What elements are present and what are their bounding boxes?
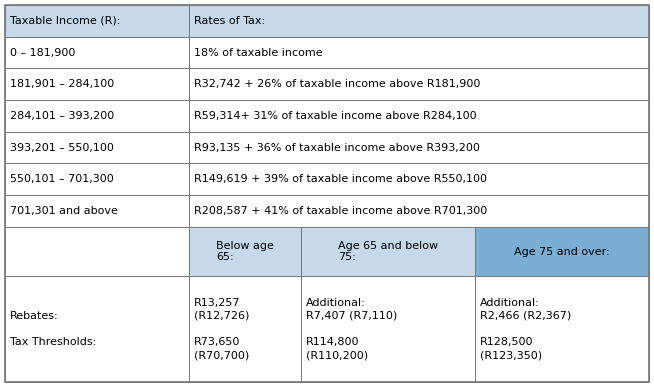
Text: R32,742 + 26% of taxable income above R181,900: R32,742 + 26% of taxable income above R1… (194, 79, 480, 89)
Bar (188, 5, 649, 37)
Text: R59,314+ 31% of taxable income above R284,100: R59,314+ 31% of taxable income above R28… (194, 111, 476, 121)
Text: 284,101 – 393,200: 284,101 – 393,200 (10, 111, 114, 121)
Text: R93,135 + 36% of taxable income above R393,200: R93,135 + 36% of taxable income above R3… (194, 142, 479, 152)
Bar (188, 163, 649, 195)
Text: 550,101 – 701,300: 550,101 – 701,300 (10, 174, 114, 184)
Text: R149,619 + 39% of taxable income above R550,100: R149,619 + 39% of taxable income above R… (194, 174, 487, 184)
Bar (5, 100, 188, 132)
Text: R13,257
(R12,726)

R73,650
(R70,700): R13,257 (R12,726) R73,650 (R70,700) (194, 298, 249, 361)
Text: Rates of Tax:: Rates of Tax: (194, 16, 265, 26)
Bar (188, 132, 649, 163)
Text: 701,301 and above: 701,301 and above (10, 206, 118, 216)
Bar (5, 37, 188, 68)
Bar (188, 276, 301, 382)
Text: R208,587 + 41% of taxable income above R701,300: R208,587 + 41% of taxable income above R… (194, 206, 487, 216)
Bar (188, 100, 649, 132)
Bar (5, 227, 188, 276)
Bar (188, 37, 649, 68)
Bar (5, 276, 188, 382)
Bar (188, 227, 301, 276)
Bar (188, 68, 649, 100)
Bar (5, 163, 188, 195)
Bar (301, 276, 475, 382)
Text: 181,901 – 284,100: 181,901 – 284,100 (10, 79, 114, 89)
Bar (301, 227, 475, 276)
Bar (5, 68, 188, 100)
Text: Taxable Income (R):: Taxable Income (R): (10, 16, 120, 26)
Text: 0 – 181,900: 0 – 181,900 (10, 48, 75, 58)
Text: 18% of taxable income: 18% of taxable income (194, 48, 322, 58)
Bar (188, 195, 649, 227)
Text: Additional:
R2,466 (R2,367)

R128,500
(R123,350): Additional: R2,466 (R2,367) R128,500 (R1… (480, 298, 572, 361)
Text: Age 65 and below
75:: Age 65 and below 75: (338, 241, 438, 262)
Bar (5, 195, 188, 227)
Bar (5, 132, 188, 163)
Text: Additional:
R7,407 (R7,110)

R114,800
(R110,200): Additional: R7,407 (R7,110) R114,800 (R1… (306, 298, 398, 361)
Bar (475, 276, 649, 382)
Text: Rebates:

Tax Thresholds:: Rebates: Tax Thresholds: (10, 311, 96, 348)
Text: 393,201 – 550,100: 393,201 – 550,100 (10, 142, 114, 152)
Text: Below age
65:: Below age 65: (216, 241, 274, 262)
Bar (5, 5, 188, 37)
Text: Age 75 and over:: Age 75 and over: (514, 247, 610, 257)
Bar (475, 227, 649, 276)
